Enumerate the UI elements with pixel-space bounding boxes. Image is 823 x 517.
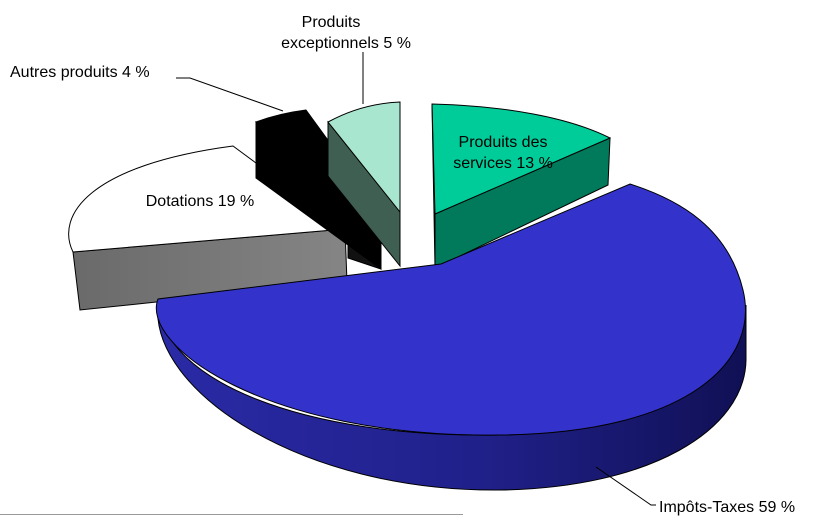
label-dotations: Dotations 19 % <box>146 193 255 210</box>
slice-produits-exceptionnels <box>327 101 401 268</box>
slice-dotations <box>68 145 348 311</box>
slice-produits-exceptionnels-top <box>327 101 401 214</box>
leader-line-autres-produits <box>176 77 284 112</box>
slice-produits-des-services <box>431 103 612 269</box>
slice-produits-des-services-top <box>431 103 612 215</box>
slice-impots-taxes-side <box>157 304 747 491</box>
label-produits-exceptionnels-line1: Produits <box>302 14 361 31</box>
label-produits-exceptionnels-line2: exceptionnels 5 % <box>281 35 411 52</box>
label-produits-des-services-line1: Produits des <box>459 134 548 151</box>
slice-dotations-top <box>68 145 347 253</box>
slice-impots-taxes <box>155 183 747 491</box>
label-autres-produits: Autres produits 4 % <box>10 64 150 81</box>
bottom-rule <box>0 514 463 515</box>
slice-impots-taxes-top <box>155 183 746 436</box>
leader-line-impots-taxes <box>595 466 656 506</box>
slice-produits-des-services-edge <box>431 103 436 269</box>
label-produits-des-services-line2: services 13 % <box>453 155 553 172</box>
label-impots-taxes: Impôts-Taxes 59 % <box>659 499 795 516</box>
